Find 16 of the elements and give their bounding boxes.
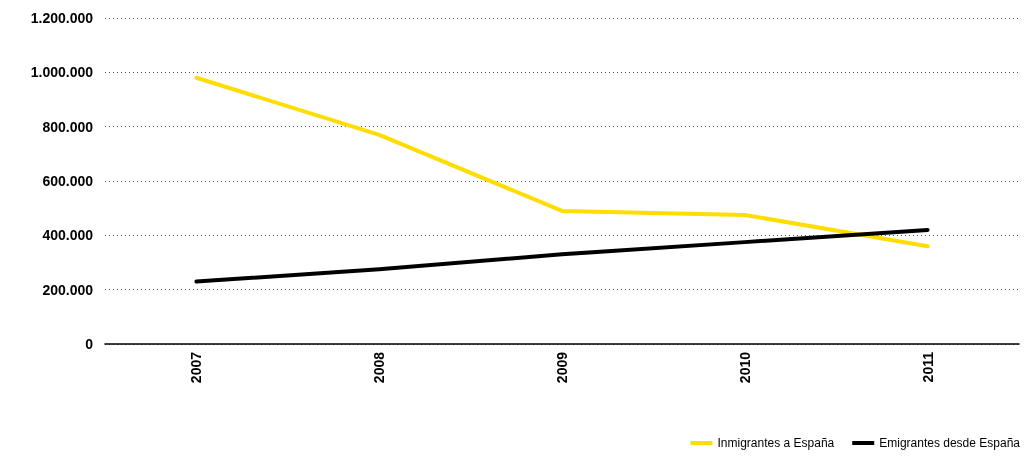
line-series bbox=[194, 227, 930, 284]
x-tick-label: 2011 bbox=[919, 351, 936, 383]
legend-label: Inmigrantes a España bbox=[717, 436, 835, 450]
x-tick-label: 2008 bbox=[371, 351, 388, 384]
y-tick-label: 1.200.000 bbox=[30, 10, 94, 26]
x-tick-label: 2010 bbox=[736, 351, 753, 384]
y-tick-label: 600.000 bbox=[42, 173, 94, 189]
y-tick-label: 0 bbox=[85, 336, 94, 352]
x-tick-label: 2007 bbox=[188, 351, 205, 384]
y-tick-label: 200.000 bbox=[42, 281, 94, 298]
y-tick-label: 800.000 bbox=[42, 118, 94, 135]
legend-label: Emigrantes desde España bbox=[879, 436, 1021, 450]
x-tick-label: 2009 bbox=[554, 351, 570, 384]
y-tick-label: 400.000 bbox=[42, 227, 94, 244]
line-series bbox=[194, 75, 930, 249]
y-tick-label: 1.000.000 bbox=[30, 64, 94, 81]
